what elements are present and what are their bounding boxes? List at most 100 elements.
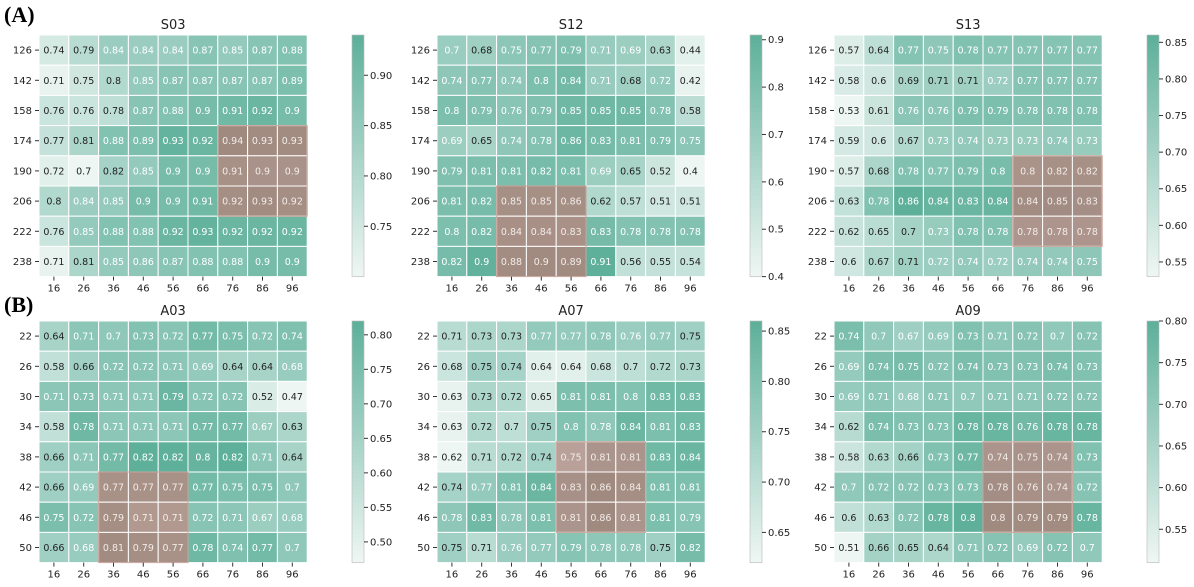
- cell-value-label: 0.74: [282, 332, 303, 343]
- colorbar-segment: [750, 518, 762, 523]
- heatmap-cell: [276, 245, 308, 278]
- colorbar-segment: [352, 530, 364, 536]
- x-tick-label: 66: [197, 284, 210, 295]
- heatmap-cell: [157, 501, 189, 533]
- cell-value-label: 0.93: [163, 136, 184, 147]
- colorbar-segment: [750, 252, 762, 258]
- cell-value-label: 0.72: [650, 362, 671, 373]
- heatmap-cell: [645, 94, 676, 127]
- colorbar-segment: [1147, 445, 1159, 451]
- colorbar-segment: [750, 175, 762, 181]
- colorbar-segment: [750, 325, 762, 330]
- colorbar-tick-label: 0.65: [370, 434, 392, 445]
- colorbar-segment: [352, 155, 364, 161]
- x-tick-label: 46: [535, 284, 548, 295]
- cell-value-label: 0.85: [531, 197, 552, 208]
- colorbar-segment: [1147, 228, 1159, 233]
- cell-value-label: 0.74: [1047, 452, 1068, 463]
- heatmap-cell: [525, 350, 557, 382]
- heatmap-cell: [525, 501, 557, 533]
- cell-value-label: 0.84: [531, 483, 552, 494]
- heatmap-cell: [157, 350, 189, 382]
- cell-value-label: 0.82: [441, 257, 462, 268]
- colorbar-segment: [352, 192, 364, 197]
- colorbar-segment: [1147, 59, 1159, 64]
- cell-value-label: 0.92: [282, 227, 303, 238]
- x-tick-label: 56: [565, 284, 578, 295]
- colorbar-segment: [1147, 119, 1159, 125]
- heatmap-cell: [466, 471, 498, 503]
- heatmap-cell: [952, 411, 984, 443]
- cell-value-label: 0.7: [504, 422, 519, 433]
- cell-value-label: 0.77: [252, 543, 273, 554]
- x-tick-label: 86: [256, 570, 269, 581]
- colorbar-segment: [750, 482, 762, 487]
- x-tick-label: 66: [992, 570, 1005, 581]
- x-tick-label: 76: [1021, 570, 1034, 581]
- colorbar-tick-label: 0.4: [768, 272, 784, 283]
- cell-value-label: 0.74: [958, 362, 979, 373]
- colorbar-segment: [352, 71, 364, 76]
- heatmap-cell: [615, 94, 647, 127]
- colorbar-segment: [1147, 139, 1159, 145]
- cell-value-label: 0.87: [252, 46, 273, 57]
- heatmap-cell: [1071, 320, 1103, 352]
- colorbar-segment: [352, 421, 364, 427]
- colorbar-segment: [352, 461, 364, 467]
- cell-value-label: 0.74: [1017, 257, 1038, 268]
- colorbar-tick-label: 0.60: [1165, 221, 1187, 232]
- cell-value-label: 0.76: [1017, 422, 1038, 433]
- heatmap-cell: [525, 125, 557, 157]
- cell-value-label: 0.77: [1047, 76, 1068, 87]
- heatmap-title: S12: [559, 18, 584, 33]
- colorbar-segment: [750, 43, 762, 48]
- cell-value-label: 0.81: [103, 543, 124, 554]
- colorbar-segment: [352, 486, 364, 491]
- heatmap-cell: [276, 94, 308, 127]
- cell-value-label: 0.62: [838, 422, 859, 433]
- cell-value-label: 0.8: [990, 513, 1005, 524]
- heatmap-cell: [952, 501, 984, 533]
- cell-value-label: 0.94: [222, 136, 243, 147]
- colorbar-segment: [750, 196, 762, 201]
- colorbar-tick-label: 0.75: [370, 365, 392, 376]
- cell-value-label: 0.78: [958, 46, 979, 57]
- cell-value-label: 0.67: [898, 136, 919, 147]
- y-tick-label: 50: [19, 543, 32, 554]
- colorbar-segment: [1147, 83, 1159, 88]
- cell-value-label: 0.7: [285, 543, 300, 554]
- colorbar-segment: [1147, 490, 1159, 495]
- cell-value-label: 0.4: [683, 166, 698, 177]
- cell-value-label: 0.77: [1017, 46, 1038, 57]
- cell-value-label: 0.77: [531, 332, 552, 343]
- cell-value-label: 0.85: [222, 46, 243, 57]
- y-tick-label: 206: [13, 197, 32, 208]
- colorbar-segment: [352, 179, 364, 185]
- colorbar-segment: [1147, 321, 1159, 326]
- cell-value-label: 0.58: [838, 452, 859, 463]
- cell-value-label: 0.73: [1077, 452, 1098, 463]
- colorbar-segment: [1147, 449, 1159, 455]
- cell-value-label: 0.74: [958, 257, 979, 268]
- heatmap-cell: [833, 350, 865, 382]
- colorbar-segment: [750, 550, 762, 556]
- cell-value-label: 0.78: [1047, 106, 1068, 117]
- x-tick-label: 46: [932, 570, 945, 581]
- cell-value-label: 0.82: [1077, 166, 1098, 177]
- x-tick-label: 86: [654, 284, 667, 295]
- cell-value-label: 0.81: [561, 392, 582, 403]
- cell-value-label: 0.89: [282, 76, 303, 87]
- colorbar-tick-label: 0.65: [1165, 441, 1187, 452]
- x-tick-label: 26: [77, 284, 90, 295]
- colorbar-segment: [352, 196, 364, 201]
- colorbar-segment: [1147, 87, 1159, 92]
- colorbar-segment: [750, 127, 762, 133]
- colorbar-segment: [352, 264, 364, 270]
- heatmap-cell: [1071, 94, 1103, 127]
- colorbar-segment: [1147, 244, 1159, 250]
- cell-value-label: 0.8: [46, 197, 61, 208]
- colorbar-segment: [750, 522, 762, 527]
- cell-value-label: 0.79: [958, 166, 979, 177]
- heatmap-cell: [645, 64, 676, 96]
- heatmap-cell: [952, 64, 984, 96]
